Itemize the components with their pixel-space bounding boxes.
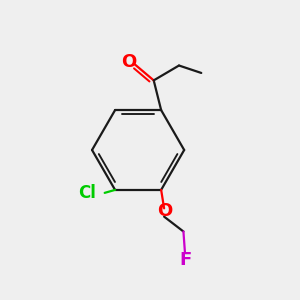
Text: Cl: Cl: [79, 184, 96, 202]
Text: O: O: [158, 202, 172, 220]
Text: F: F: [179, 251, 192, 269]
Text: O: O: [122, 53, 137, 71]
